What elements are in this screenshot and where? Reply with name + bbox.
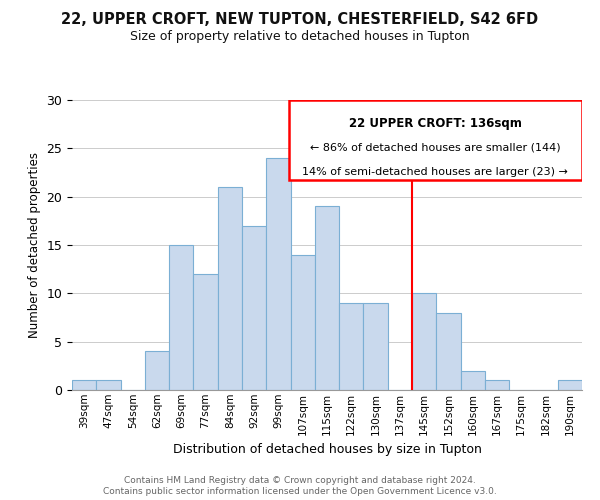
Bar xyxy=(364,303,388,390)
Bar xyxy=(436,312,461,390)
Bar xyxy=(145,352,169,390)
Bar xyxy=(72,380,96,390)
Bar xyxy=(339,303,364,390)
Text: Contains public sector information licensed under the Open Government Licence v3: Contains public sector information licen… xyxy=(103,488,497,496)
Text: 22, UPPER CROFT, NEW TUPTON, CHESTERFIELD, S42 6FD: 22, UPPER CROFT, NEW TUPTON, CHESTERFIEL… xyxy=(61,12,539,28)
Bar xyxy=(218,187,242,390)
Bar xyxy=(169,245,193,390)
Bar xyxy=(412,294,436,390)
Bar xyxy=(266,158,290,390)
Text: Contains HM Land Registry data © Crown copyright and database right 2024.: Contains HM Land Registry data © Crown c… xyxy=(124,476,476,485)
Bar xyxy=(96,380,121,390)
Bar xyxy=(242,226,266,390)
Y-axis label: Number of detached properties: Number of detached properties xyxy=(28,152,41,338)
Text: ← 86% of detached houses are smaller (144): ← 86% of detached houses are smaller (14… xyxy=(310,142,560,152)
X-axis label: Distribution of detached houses by size in Tupton: Distribution of detached houses by size … xyxy=(173,443,481,456)
Bar xyxy=(558,380,582,390)
FancyBboxPatch shape xyxy=(289,100,582,180)
Text: 22 UPPER CROFT: 136sqm: 22 UPPER CROFT: 136sqm xyxy=(349,118,522,130)
Bar xyxy=(461,370,485,390)
Text: 14% of semi-detached houses are larger (23) →: 14% of semi-detached houses are larger (… xyxy=(302,166,568,176)
Bar xyxy=(315,206,339,390)
Text: Size of property relative to detached houses in Tupton: Size of property relative to detached ho… xyxy=(130,30,470,43)
Bar xyxy=(485,380,509,390)
Bar xyxy=(290,254,315,390)
Bar xyxy=(193,274,218,390)
